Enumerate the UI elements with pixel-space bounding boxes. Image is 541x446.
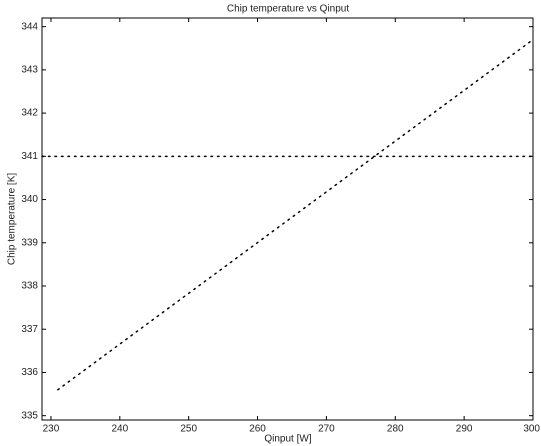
y-tick-label: 342 — [21, 108, 38, 119]
x-tick-label: 240 — [111, 424, 128, 435]
data-line — [57, 38, 534, 391]
x-axis-label: Qinput [W] — [264, 434, 311, 445]
chart-title: Chip temperature vs Qinput — [227, 4, 350, 15]
plot-frame — [41, 17, 534, 421]
y-tick-label: 337 — [21, 324, 38, 335]
y-tick-label: 336 — [21, 367, 38, 378]
x-tick-label: 230 — [43, 424, 60, 435]
x-tick-label: 290 — [456, 424, 473, 435]
y-tick-label: 339 — [21, 237, 38, 248]
x-tick-label: 260 — [249, 424, 266, 435]
x-tick-label: 300 — [523, 424, 540, 435]
x-tick-label: 270 — [318, 424, 335, 435]
y-tick-label: 344 — [21, 21, 38, 32]
y-tick-label: 341 — [21, 151, 38, 162]
y-tick-label: 338 — [21, 281, 38, 292]
x-tick-label: 280 — [387, 424, 404, 435]
y-tick-label: 343 — [21, 65, 38, 76]
y-tick-label: 340 — [21, 194, 38, 205]
x-tick-label: 250 — [180, 424, 197, 435]
y-axis-label: Chip temperature [K] — [7, 173, 18, 265]
y-tick-label: 335 — [21, 410, 38, 421]
